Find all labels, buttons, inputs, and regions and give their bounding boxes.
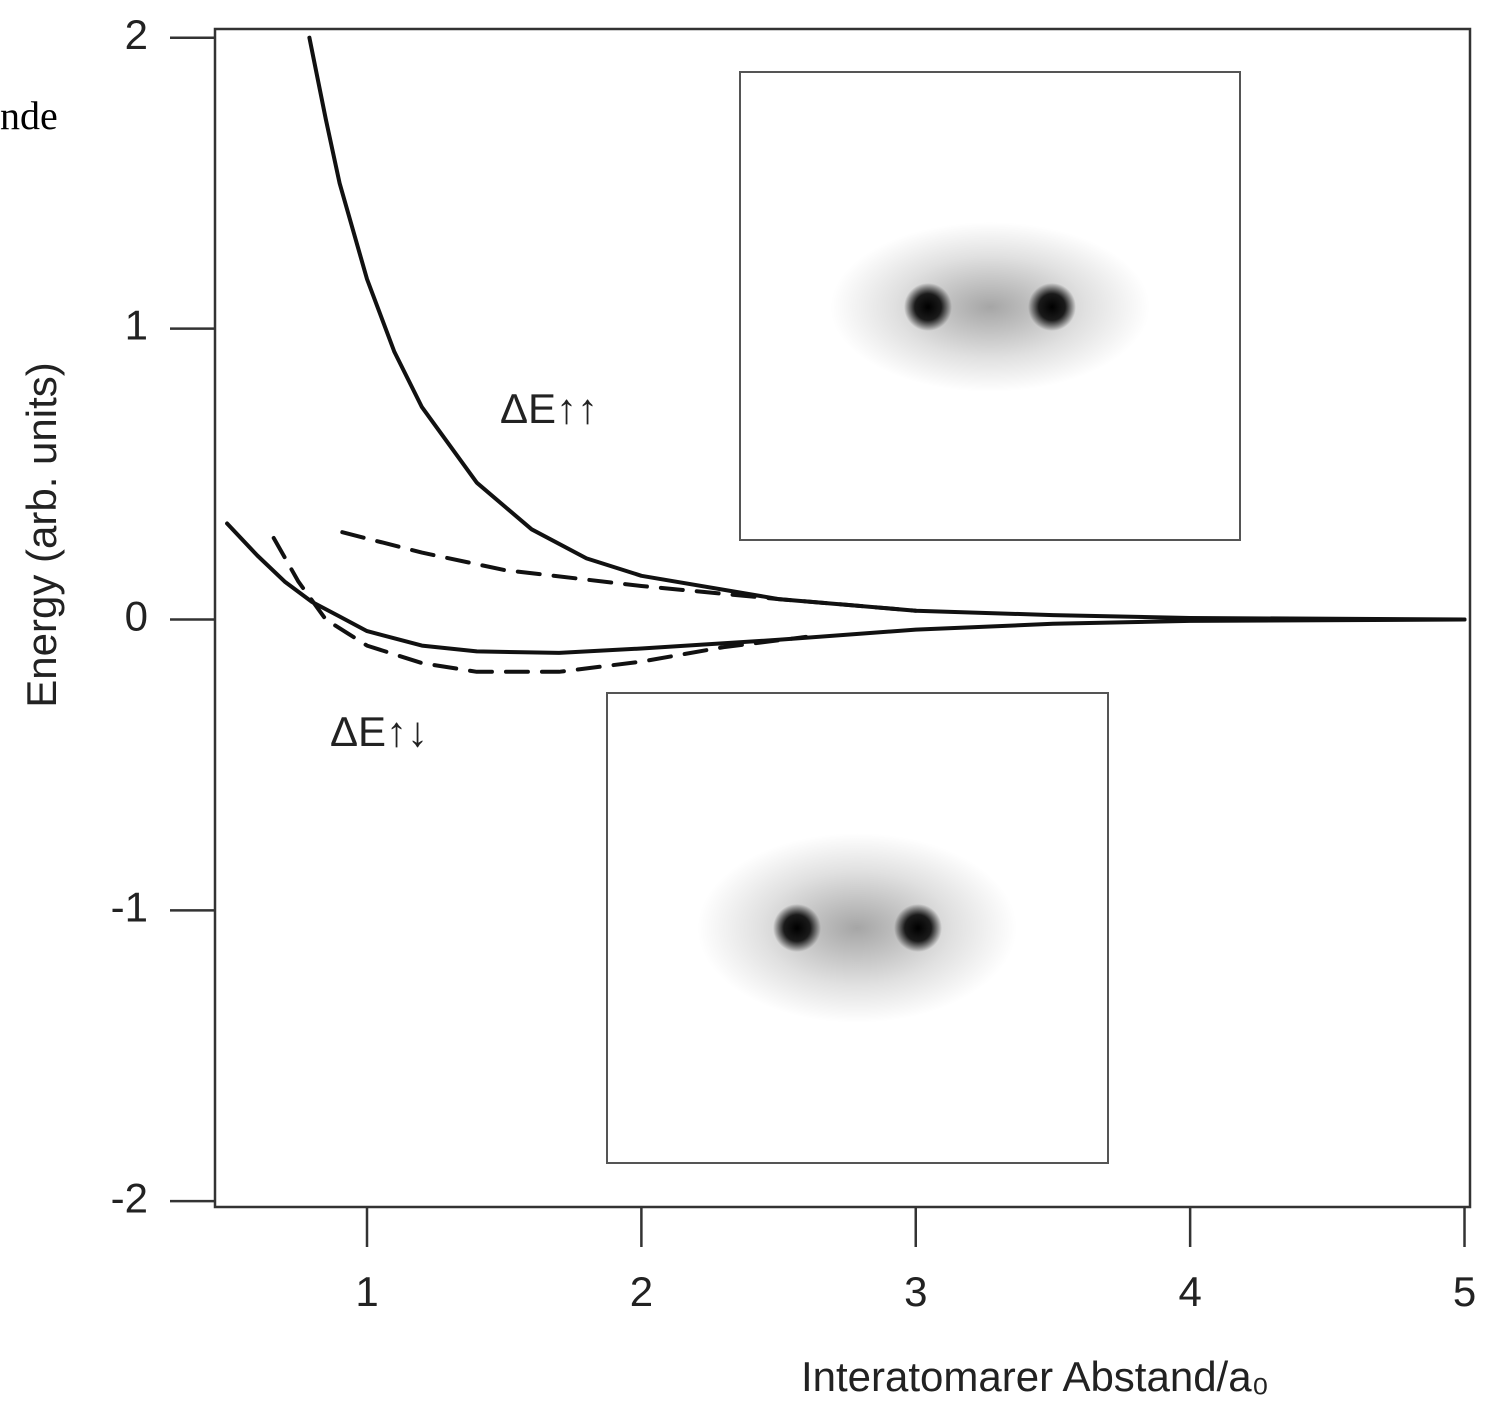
x-axis-label: Interatomarer Abstand/a₀ — [801, 1353, 1269, 1400]
inset-upper — [739, 71, 1241, 541]
x-tick-label: 5 — [1453, 1268, 1476, 1315]
y-tick-label: -2 — [111, 1174, 148, 1221]
x-tick-label: 3 — [904, 1268, 927, 1315]
y-tick-label: -1 — [111, 883, 148, 930]
x-tick-label: 1 — [355, 1268, 378, 1315]
plot-frame — [213, 27, 1472, 1209]
y-tick-label: 0 — [125, 593, 148, 640]
annotation: ΔE↑↓ — [330, 708, 428, 755]
page-text: nde — [0, 93, 58, 138]
x-tick-label: 4 — [1178, 1268, 1201, 1315]
y-axis-label: Energy (arb. units) — [18, 362, 65, 707]
x-tick-label: 2 — [630, 1268, 653, 1315]
solid-line — [225, 521, 1467, 655]
solid-line — [307, 35, 1467, 622]
y-tick-label: 1 — [125, 302, 148, 349]
dashed-line — [271, 536, 808, 674]
y-tick-label: 2 — [125, 11, 148, 58]
annotation: ΔE↑↑ — [500, 385, 598, 432]
inset-lower — [606, 692, 1109, 1164]
dashed-line — [340, 530, 918, 613]
